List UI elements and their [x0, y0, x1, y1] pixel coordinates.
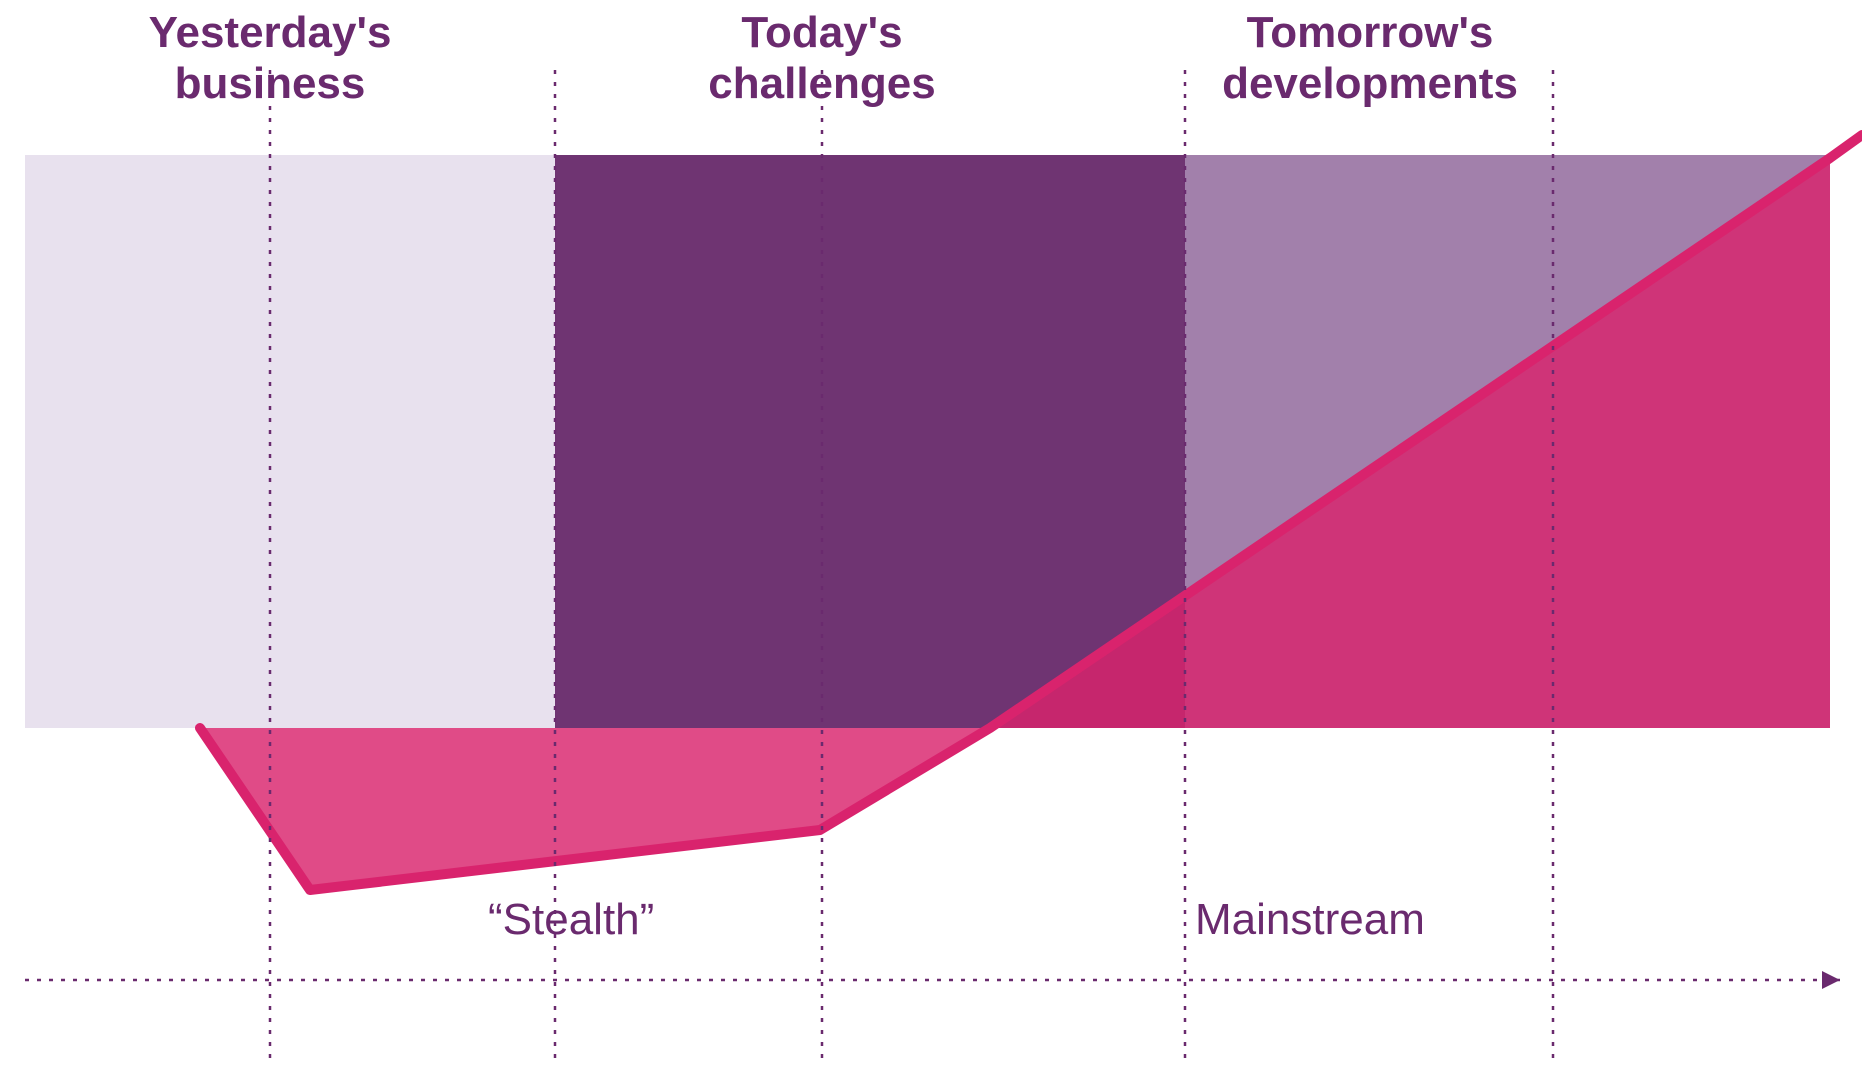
phase-label-line2: challenges — [708, 59, 935, 108]
phase-label-line2: business — [175, 59, 366, 108]
time-axis-arrow — [1822, 971, 1840, 989]
phase-label-line1: Yesterday's — [149, 8, 392, 57]
mode-label-0: “Stealth” — [488, 895, 654, 945]
phase-label-2: Tomorrow'sdevelopments — [1160, 8, 1580, 109]
phase-label-line2: developments — [1222, 59, 1518, 108]
phase-label-line1: Tomorrow's — [1247, 8, 1494, 57]
phase-label-0: Yesterday'sbusiness — [60, 8, 480, 109]
phase-label-line1: Today's — [741, 8, 902, 57]
phase-band-0 — [25, 155, 555, 728]
phase-band-1 — [555, 155, 1185, 728]
phase-label-1: Today'schallenges — [612, 8, 1032, 109]
mode-label-1: Mainstream — [1195, 895, 1425, 945]
